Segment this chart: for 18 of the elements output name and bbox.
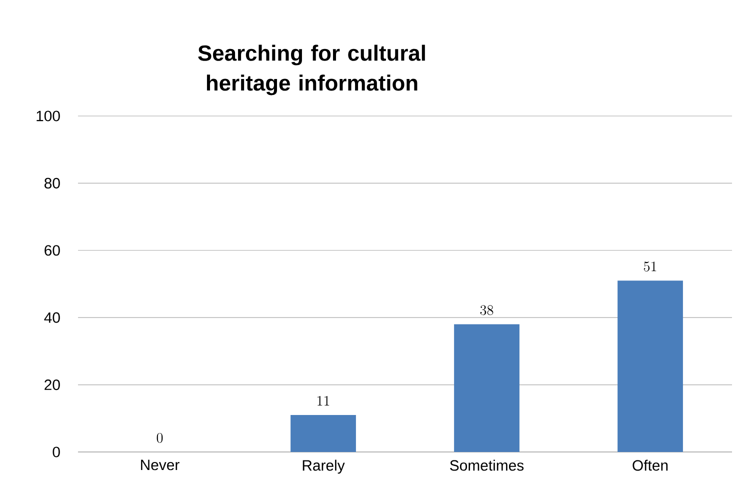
data-label: 38 bbox=[480, 305, 494, 316]
y-tick-label: 60 bbox=[44, 245, 60, 256]
y-tick-label: 100 bbox=[36, 110, 60, 122]
x-tick-label: Never bbox=[141, 460, 180, 470]
x-tick-label: Sometimes bbox=[450, 460, 524, 471]
chart-title: Searching for cultural heritage information bbox=[198, 44, 425, 96]
bar bbox=[454, 324, 520, 452]
data-label: 0 bbox=[156, 432, 163, 443]
x-tick-label: Rarely bbox=[302, 460, 345, 474]
bar bbox=[618, 280, 683, 452]
y-tick-label: 20 bbox=[44, 379, 60, 390]
y-tick-label: 80 bbox=[44, 178, 60, 188]
y-tick-label: 40 bbox=[44, 312, 60, 323]
y-tick-label: 0 bbox=[52, 446, 60, 458]
data-label: 51 bbox=[644, 262, 656, 272]
x-tick-label: Often bbox=[632, 460, 668, 471]
bar bbox=[290, 415, 356, 452]
data-label: 11 bbox=[318, 396, 330, 406]
